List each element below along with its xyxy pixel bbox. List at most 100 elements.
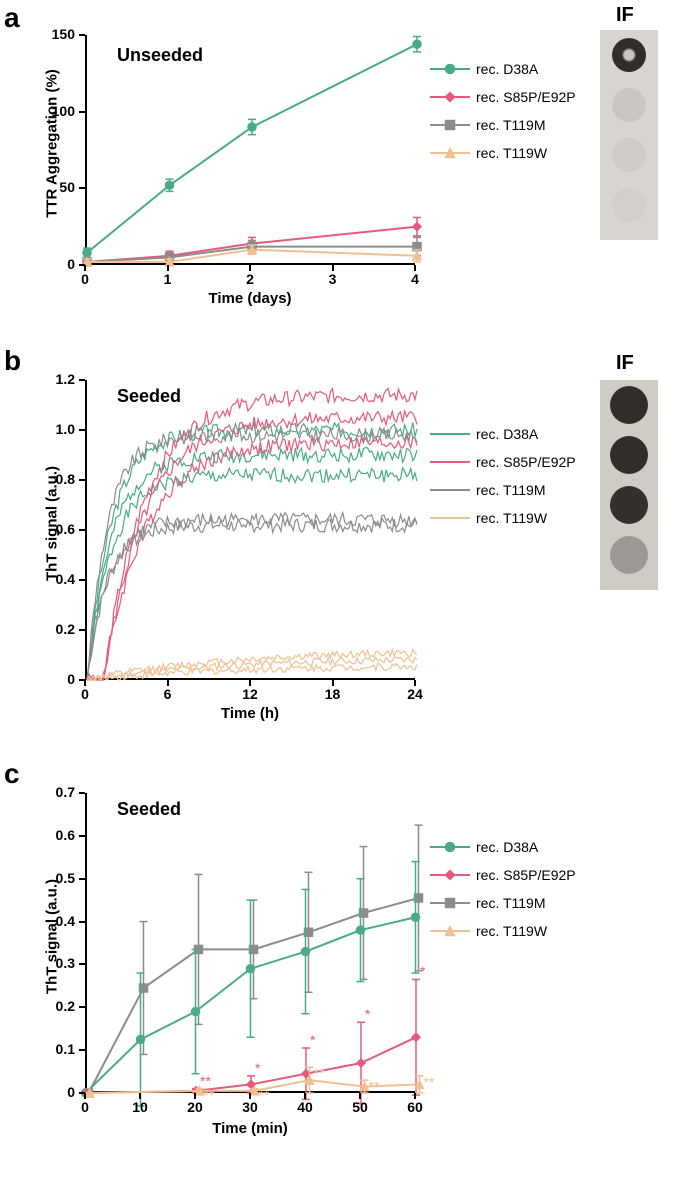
xtick-label: 6 xyxy=(148,686,188,702)
ytick-label: 0.3 xyxy=(35,955,75,971)
xtick-label: 18 xyxy=(313,686,353,702)
legend-line xyxy=(430,461,470,463)
legend-text: rec. S85P/E92P xyxy=(476,89,576,105)
xtick-label: 30 xyxy=(230,1099,270,1115)
panel-c-label: c xyxy=(4,758,20,790)
xtick-label: 0 xyxy=(65,271,105,287)
ytick xyxy=(79,835,85,837)
legend-text: rec. S85P/E92P xyxy=(476,867,576,883)
ytick-label: 0.7 xyxy=(35,784,75,800)
if-dot xyxy=(610,386,648,424)
xtick-label: 3 xyxy=(313,271,353,287)
legend-text: rec. S85P/E92P xyxy=(476,454,576,470)
xtick-label: 0 xyxy=(65,686,105,702)
ytick-label: 0.5 xyxy=(35,870,75,886)
legend-item-t119w: rec. T119W xyxy=(430,917,576,945)
legend-line xyxy=(430,517,470,519)
ytick xyxy=(79,429,85,431)
if-dot xyxy=(612,138,646,172)
ytick xyxy=(79,111,85,113)
if-dot xyxy=(612,88,646,122)
legend-line xyxy=(430,152,470,154)
significance-marker: ** xyxy=(314,1065,325,1081)
if-dot xyxy=(610,486,648,524)
legend-text: rec. D38A xyxy=(476,426,538,442)
significance-marker: * xyxy=(255,1060,260,1076)
ytick-label: 0.2 xyxy=(35,621,75,637)
legend-line xyxy=(430,874,470,876)
ytick-label: 0.6 xyxy=(35,827,75,843)
panel-c-inner-title: Seeded xyxy=(117,799,181,820)
legend-item-s85p: rec. S85P/E92P xyxy=(430,861,576,889)
ytick-label: 0.8 xyxy=(35,471,75,487)
panel-a-legend: rec. D38A rec. S85P/E92P rec. T119M rec. T1… xyxy=(430,55,576,167)
ytick-label: 50 xyxy=(35,179,75,195)
ytick-label: 0 xyxy=(35,671,75,687)
legend-item-t119m: rec. T119M xyxy=(430,476,576,504)
panel-b-chart: Seeded xyxy=(85,380,415,680)
legend-item-d38a: rec. D38A xyxy=(430,833,576,861)
ytick xyxy=(79,629,85,631)
ytick xyxy=(79,963,85,965)
panel-b-label: b xyxy=(4,345,21,377)
ytick-label: 0.4 xyxy=(35,913,75,929)
xtick-label: 24 xyxy=(395,686,435,702)
ytick xyxy=(79,878,85,880)
ytick xyxy=(79,34,85,36)
panel-b-inner-title: Seeded xyxy=(117,386,181,407)
legend-item-t119m: rec. T119M xyxy=(430,111,576,139)
panel-a-if-label: IF xyxy=(616,4,634,27)
legend-item-t119w: rec. T119W xyxy=(430,139,576,167)
ytick xyxy=(79,1006,85,1008)
legend-line xyxy=(430,489,470,491)
legend-line xyxy=(430,433,470,435)
legend-text: rec. T119W xyxy=(476,145,547,161)
ytick xyxy=(79,1049,85,1051)
legend-line xyxy=(430,902,470,904)
if-dot xyxy=(612,188,646,222)
panel-b-xtitle: Time (h) xyxy=(85,705,415,722)
panel-c-legend: rec. D38Arec. S85P/E92Prec. T119Mrec. T1… xyxy=(430,833,576,945)
xtick-label: 4 xyxy=(395,271,435,287)
legend-item-d38a: rec. D38A xyxy=(430,420,576,448)
panel-c-xtitle: Time (min) xyxy=(85,1120,415,1137)
xtick-label: 2 xyxy=(230,271,270,287)
panel-b-if-label: IF xyxy=(616,352,634,375)
legend-text: rec. T119M xyxy=(476,117,546,133)
panel-a-if-blot xyxy=(600,30,658,240)
ytick-label: 0 xyxy=(35,1084,75,1100)
significance-marker: ** xyxy=(424,1074,435,1090)
ytick-label: 150 xyxy=(35,26,75,42)
legend-line xyxy=(430,124,470,126)
ytick xyxy=(79,379,85,381)
ytick xyxy=(79,921,85,923)
xtick-label: 60 xyxy=(395,1099,435,1115)
significance-marker: * xyxy=(420,963,425,979)
xtick-label: 12 xyxy=(230,686,270,702)
legend-text: rec. D38A xyxy=(476,839,538,855)
ytick-label: 0 xyxy=(35,256,75,272)
legend-line xyxy=(430,68,470,70)
if-dot xyxy=(610,436,648,474)
legend-text: rec. T119W xyxy=(476,510,547,526)
if-dot xyxy=(610,536,648,574)
significance-marker: * xyxy=(310,1032,315,1048)
legend-line xyxy=(430,930,470,932)
panel-c-chart: Seeded xyxy=(85,793,415,1093)
xtick-label: 10 xyxy=(120,1099,160,1115)
ytick-label: 0.4 xyxy=(35,571,75,587)
xtick-label: 0 xyxy=(65,1099,105,1115)
panel-a-xtitle: Time (days) xyxy=(85,290,415,307)
xtick-label: 20 xyxy=(175,1099,215,1115)
xtick-label: 1 xyxy=(148,271,188,287)
legend-text: rec. D38A xyxy=(476,61,538,77)
ytick xyxy=(79,187,85,189)
ytick-label: 100 xyxy=(35,103,75,119)
legend-item-s85p: rec. S85P/E92P xyxy=(430,83,576,111)
legend-line xyxy=(430,96,470,98)
xtick-label: 40 xyxy=(285,1099,325,1115)
significance-marker: * xyxy=(365,1006,370,1022)
legend-item-s85p: rec. S85P/E92P xyxy=(430,448,576,476)
legend-line xyxy=(430,846,470,848)
ytick-label: 0.6 xyxy=(35,521,75,537)
